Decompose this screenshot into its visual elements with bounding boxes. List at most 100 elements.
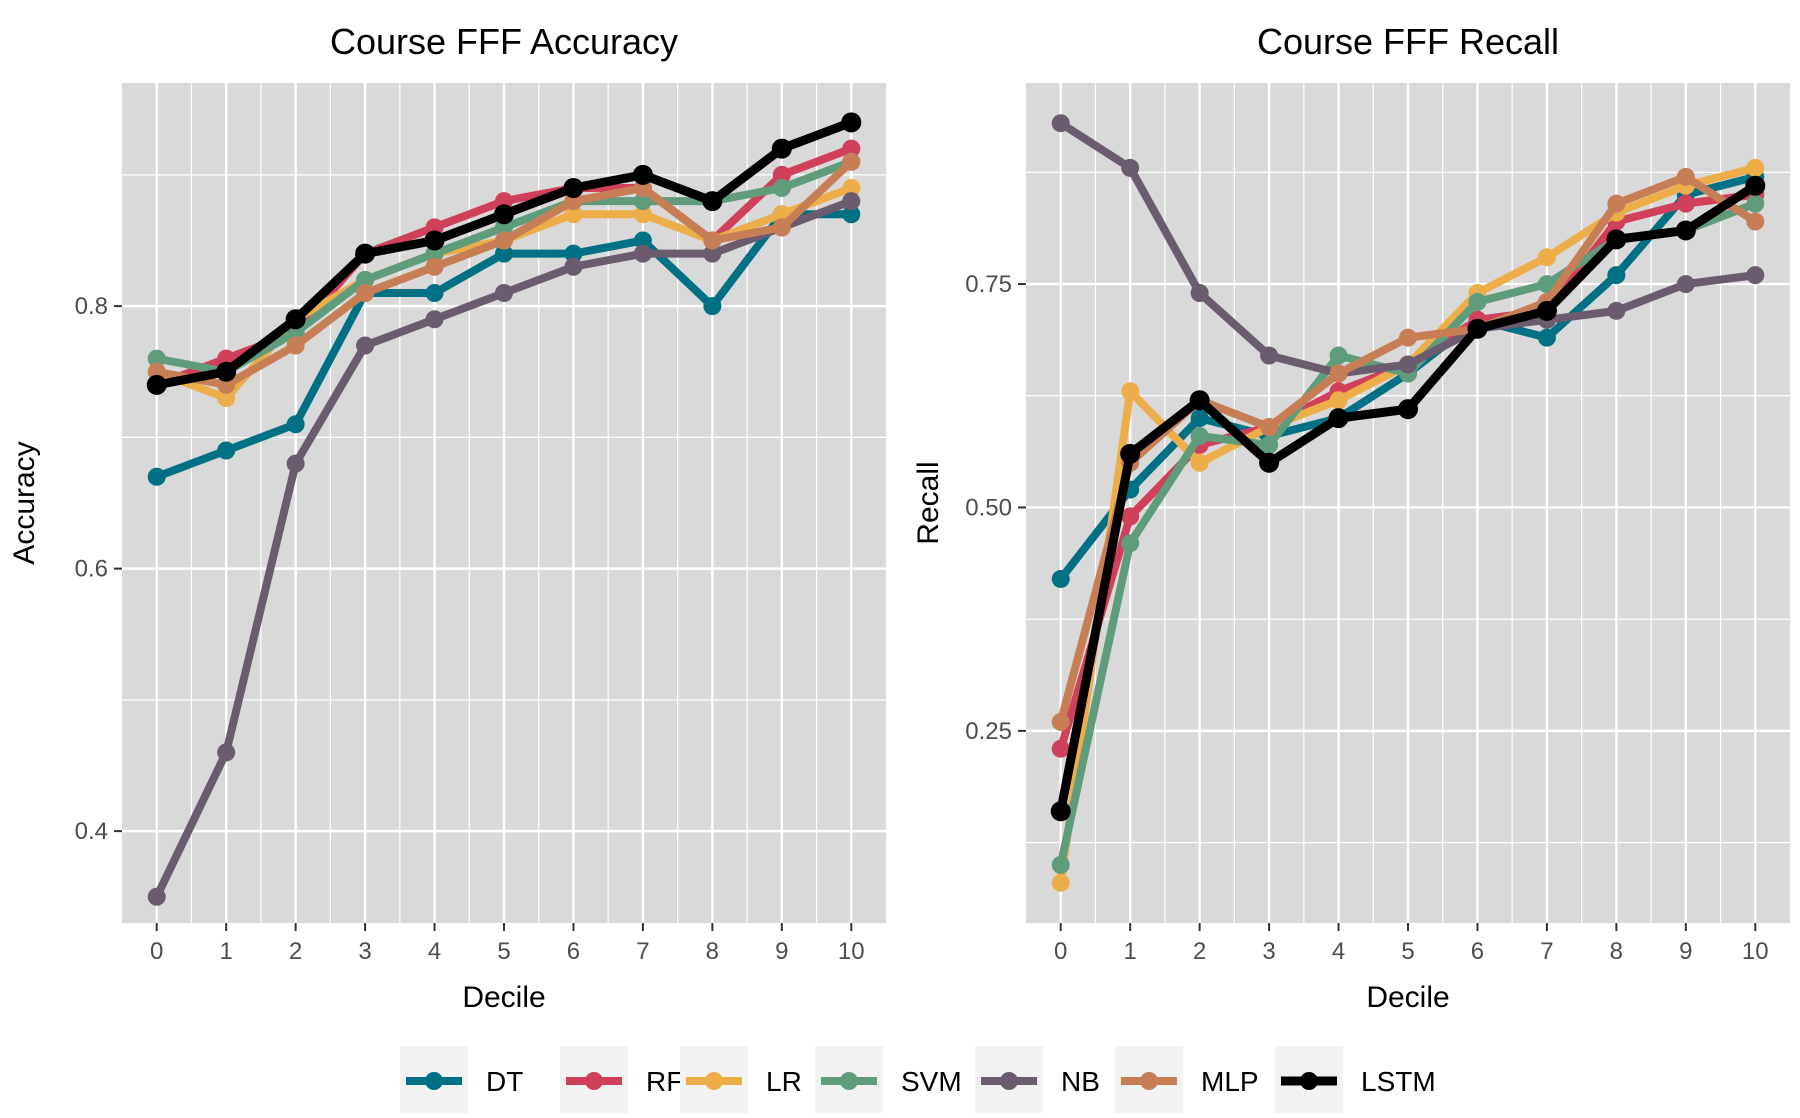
data-point-dt — [1537, 328, 1556, 347]
x-tick-label: 7 — [636, 938, 649, 965]
x-axis: 0 1 2 3 4 5 6 7 8 9 10 — [150, 923, 865, 965]
panel-recall: 0 1 2 3 4 5 6 7 8 9 10 0.25 0.50 0.75 Course FFF Recal… — [912, 21, 1790, 1014]
data-point-lstm — [216, 361, 237, 382]
data-point-nb — [1051, 114, 1070, 133]
data-point-lstm — [1675, 220, 1696, 241]
data-point-rf — [772, 165, 791, 184]
data-point-dt — [217, 441, 236, 460]
x-tick-label: 10 — [838, 938, 865, 965]
data-point-lstm — [563, 178, 584, 198]
data-point-svm — [1121, 534, 1140, 553]
x-tick-label: 4 — [428, 938, 441, 965]
data-point-mlp — [1260, 418, 1279, 437]
data-point-rf — [1676, 194, 1695, 213]
data-point-mlp — [1746, 212, 1765, 231]
data-point-svm — [633, 192, 652, 211]
x-tick-label: 6 — [1471, 938, 1484, 965]
data-point-dt — [1607, 266, 1626, 285]
data-point-mlp — [1676, 167, 1695, 186]
data-point-mlp — [842, 152, 861, 171]
x-tick-label: 8 — [1610, 938, 1623, 965]
data-point-lstm — [1050, 801, 1071, 822]
data-point-svm — [1468, 292, 1487, 311]
legend-label: NB — [1061, 1066, 1100, 1097]
legend-item-svm: SVM — [815, 1046, 962, 1116]
x-tick-label: 9 — [1679, 938, 1692, 965]
data-point-lr — [1051, 873, 1070, 892]
data-point-lstm — [285, 309, 306, 330]
data-point-lstm — [355, 243, 376, 264]
data-point-svm — [1051, 855, 1070, 874]
data-point-lstm — [1536, 300, 1557, 321]
data-point-lstm — [1398, 399, 1418, 420]
data-point-lr — [564, 205, 583, 224]
data-point-nb — [495, 284, 513, 302]
data-point-nb — [1121, 158, 1140, 177]
data-point-lstm — [1189, 390, 1210, 411]
legend-label: MLP — [1201, 1066, 1259, 1097]
data-point-nb — [1746, 266, 1765, 285]
data-point-mlp — [1607, 194, 1626, 213]
data-point-dt — [147, 467, 166, 486]
data-point-dt — [1051, 569, 1070, 588]
x-tick-label: 2 — [1193, 938, 1206, 965]
data-point-rf — [1121, 507, 1140, 526]
data-point-mlp — [1399, 328, 1417, 347]
data-point-nb — [425, 310, 444, 329]
data-point-dt — [842, 205, 861, 224]
data-point-lstm — [1259, 452, 1280, 473]
legend-key-point — [840, 1072, 858, 1090]
data-point-lstm — [771, 138, 792, 159]
data-point-nb — [147, 887, 166, 906]
data-point-lstm — [702, 191, 723, 212]
x-tick-label: 1 — [220, 938, 233, 965]
legend-item-lstm: LSTM — [1275, 1046, 1436, 1116]
y-axis-label: Recall — [912, 461, 945, 544]
data-point-mlp — [495, 231, 513, 250]
data-point-lstm — [1467, 318, 1488, 339]
legend-key-point — [425, 1072, 443, 1090]
data-point-dt — [633, 231, 652, 250]
data-point-dt — [495, 244, 513, 263]
x-tick-label: 5 — [497, 938, 510, 965]
y-tick-label: 0.50 — [965, 494, 1012, 521]
legend-key-point — [1140, 1072, 1158, 1090]
data-point-mlp — [1051, 712, 1070, 731]
data-point-svm — [1537, 275, 1556, 294]
legend-label: DT — [486, 1066, 523, 1097]
data-point-lr — [633, 205, 652, 224]
x-tick-label: 7 — [1540, 938, 1553, 965]
legend-key-point — [1000, 1072, 1018, 1090]
x-tick-label: 4 — [1332, 938, 1345, 965]
data-point-mlp — [356, 284, 375, 302]
data-point-svm — [1329, 346, 1348, 365]
data-point-mlp — [1329, 364, 1348, 383]
data-point-lstm — [1606, 229, 1627, 250]
x-tick-label: 0 — [1054, 938, 1067, 965]
x-axis-label: Decile — [462, 981, 545, 1014]
chart-title: Course FFF Recall — [1257, 21, 1559, 62]
legend-key-point — [705, 1072, 723, 1090]
data-point-nb — [1607, 301, 1626, 320]
data-point-lr — [217, 389, 236, 407]
data-point-dt — [286, 415, 305, 434]
data-point-mlp — [772, 218, 791, 237]
x-tick-label: 6 — [567, 938, 580, 965]
data-point-dt — [1190, 409, 1209, 428]
series-lstm — [146, 112, 862, 395]
data-point-dt — [425, 284, 444, 302]
y-tick-label: 0.6 — [75, 556, 108, 583]
data-point-nb — [842, 192, 861, 211]
legend-item-mlp: MLP — [1115, 1046, 1259, 1116]
chart-title: Course FFF Accuracy — [330, 21, 678, 62]
legend-item-nb: NB — [975, 1046, 1100, 1116]
data-point-rf — [842, 139, 861, 158]
data-point-nb — [286, 454, 305, 473]
data-point-lr — [1537, 248, 1556, 267]
y-axis: 0.25 0.50 0.75 — [965, 271, 1026, 745]
panel-accuracy: 0 1 2 3 4 5 6 7 8 9 10 0.4 0.6 0.8 Course FFF Accuracy… — [8, 21, 886, 1014]
data-point-svm — [772, 179, 791, 197]
legend-label: RF — [646, 1066, 683, 1097]
legend-key-point — [1300, 1072, 1318, 1090]
